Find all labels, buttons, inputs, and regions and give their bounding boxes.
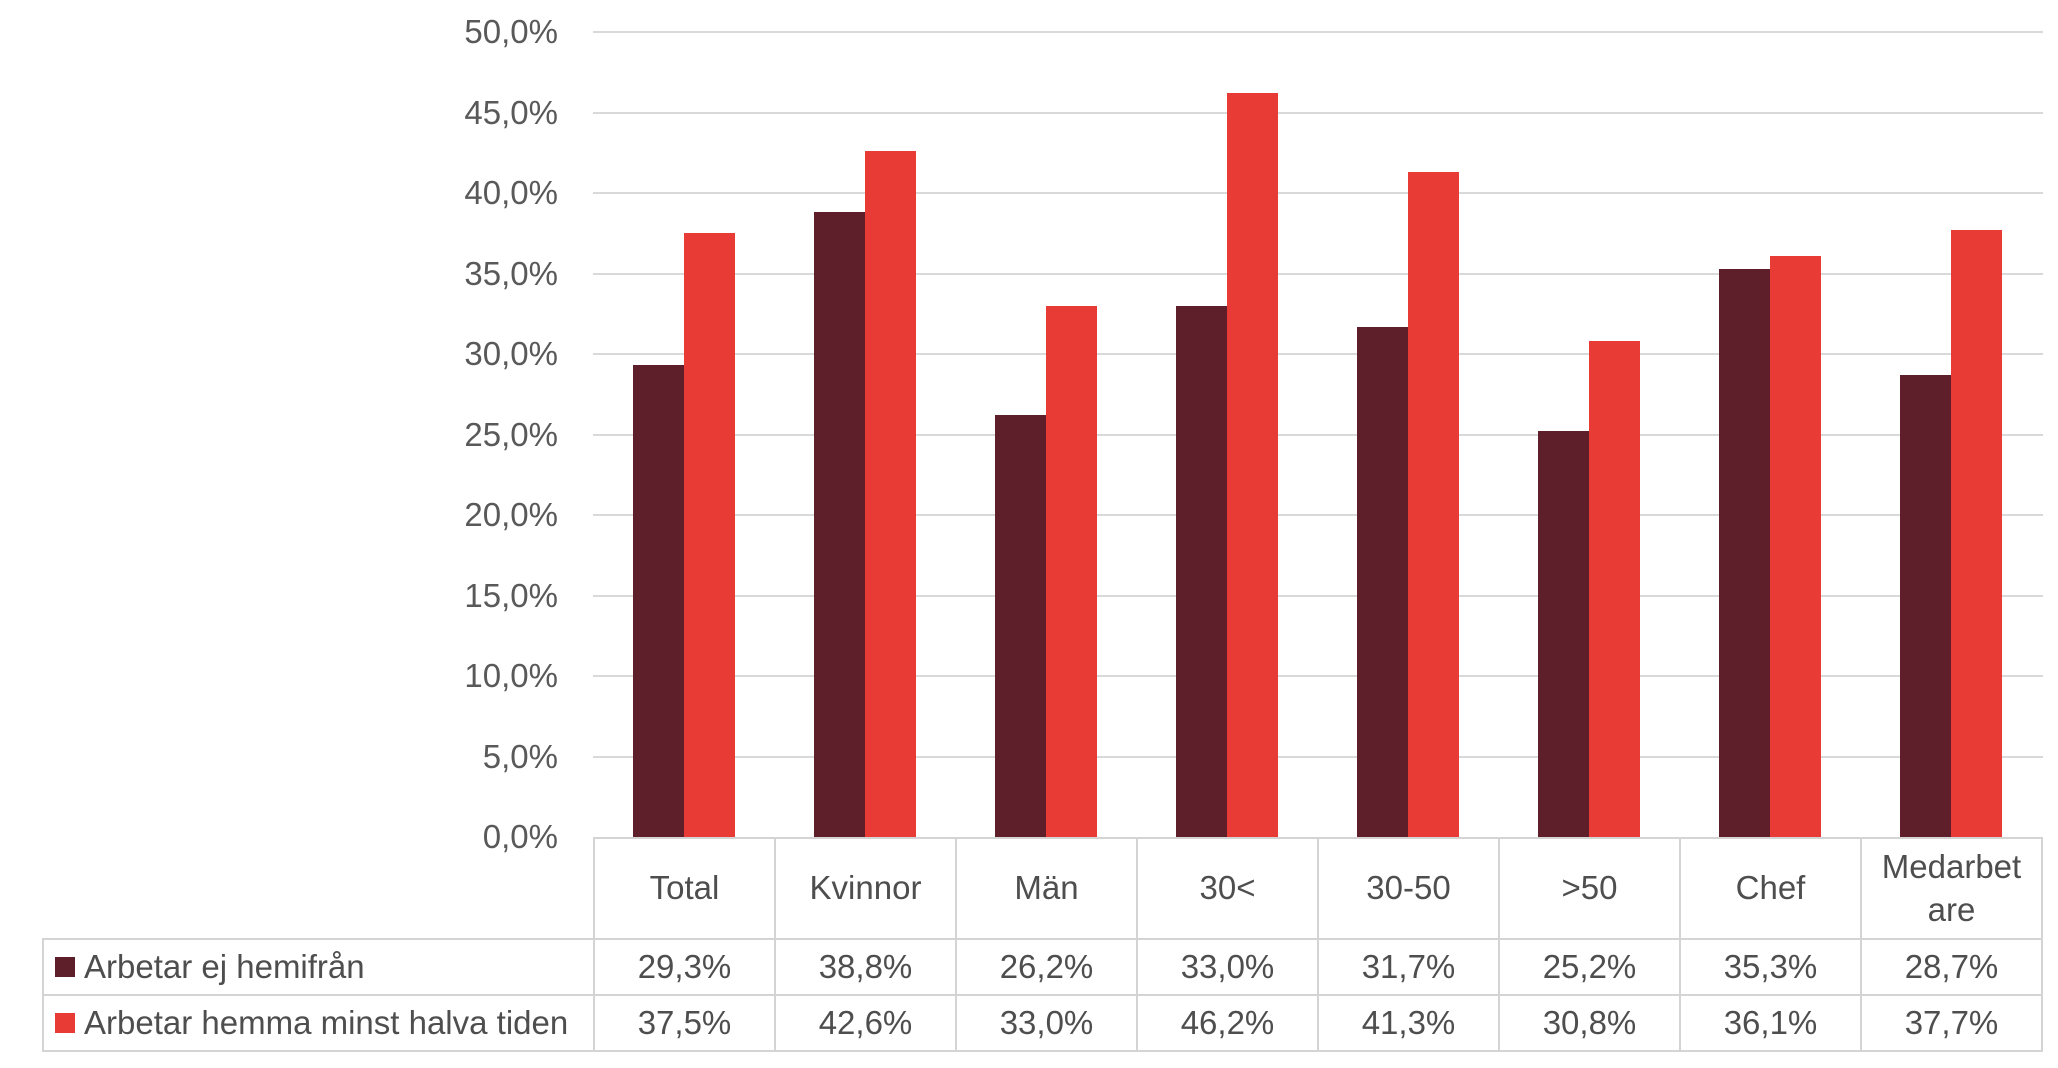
- table-border-line: [1136, 837, 1138, 1052]
- gridline: [593, 675, 2043, 677]
- table-border-line: [774, 837, 776, 1052]
- legend-label: Arbetar hemma minst halva tiden: [84, 1004, 569, 1041]
- table-value-arbetar-hemma-minst-halva-tiden-30-50: 41,3%: [1361, 1004, 1456, 1041]
- gridline: [593, 192, 2043, 194]
- bar-arbetar-hemma-minst-halva-tiden-total: [683, 233, 735, 837]
- y-axis-tick-label: 15,0%: [464, 576, 558, 614]
- y-axis-tick-label: 30,0%: [464, 335, 558, 372]
- legend-swatch-arbetar-hemma-minst-halva-tiden: [55, 1013, 75, 1033]
- bar-arbetar-ej-hemifr-n-30: [1175, 305, 1227, 837]
- table-header-total: Total: [649, 869, 720, 907]
- table-border-line: [955, 837, 957, 1052]
- legend-label: Arbetar ej hemifrån: [84, 948, 365, 985]
- table-header-m-n: Män: [1014, 869, 1079, 907]
- table-value-arbetar-hemma-minst-halva-tiden-chef: 36,1%: [1723, 1004, 1818, 1041]
- table-value-arbetar-ej-hemifr-n-m-n: 26,2%: [999, 948, 1094, 985]
- legend-swatch-arbetar-ej-hemifr-n: [55, 957, 75, 977]
- table-value-arbetar-hemma-minst-halva-tiden-total: 37,5%: [637, 1004, 732, 1041]
- bar-arbetar-ej-hemifr-n-kvinnor: [813, 212, 865, 837]
- gridline: [593, 594, 2043, 597]
- bar-arbetar-ej-hemifr-n-30-50: [1356, 326, 1408, 837]
- y-axis-tick-label: 0,0%: [482, 818, 558, 855]
- bar-arbetar-hemma-minst-halva-tiden-medarbetare: [1950, 230, 2002, 837]
- table-border-line: [2041, 837, 2043, 1052]
- legend-item-arbetar-hemma-minst-halva-tiden: Arbetar hemma minst halva tiden: [44, 996, 593, 1050]
- table-border-line: [1860, 837, 1862, 1052]
- table-header-chef: Chef: [1735, 869, 1806, 907]
- table-value-arbetar-ej-hemifr-n-total: 29,3%: [637, 948, 732, 985]
- bar-arbetar-ej-hemifr-n-total: [632, 365, 684, 837]
- table-header-30-50: 30-50: [1366, 869, 1451, 907]
- table-value-arbetar-ej-hemifr-n-chef: 35,3%: [1723, 948, 1818, 985]
- table-header-30: 30<: [1199, 869, 1256, 907]
- bar-arbetar-ej-hemifr-n-m-n: [994, 415, 1046, 837]
- gridline: [593, 272, 2043, 275]
- gridline: [593, 111, 2043, 114]
- y-axis-tick-label: 5,0%: [482, 737, 558, 775]
- gridline: [593, 31, 2043, 33]
- table-value-arbetar-hemma-minst-halva-tiden-m-n: 33,0%: [999, 1004, 1094, 1041]
- table-value-arbetar-hemma-minst-halva-tiden-kvinnor: 42,6%: [818, 1004, 913, 1041]
- table-value-arbetar-ej-hemifr-n-50: 25,2%: [1542, 948, 1637, 985]
- table-header-kvinnor: Kvinnor: [809, 869, 922, 907]
- legend-item-arbetar-ej-hemifr-n: Arbetar ej hemifrån: [44, 940, 593, 994]
- bar-arbetar-hemma-minst-halva-tiden-30: [1226, 93, 1278, 837]
- table-value-arbetar-hemma-minst-halva-tiden-30: 46,2%: [1180, 1004, 1275, 1041]
- table-border-line: [1679, 837, 1681, 1052]
- table-value-arbetar-hemma-minst-halva-tiden-50: 30,8%: [1542, 1004, 1637, 1041]
- table-header-50: >50: [1561, 869, 1618, 907]
- table-border-line: [42, 938, 2043, 940]
- table-border-line: [42, 994, 2043, 996]
- table-border-line: [1317, 837, 1319, 1052]
- table-header-medarbetare: Medarbetare: [1881, 847, 2022, 928]
- gridline: [593, 433, 2043, 436]
- bar-arbetar-ej-hemifr-n-50: [1537, 431, 1589, 837]
- table-border-line: [42, 1050, 2043, 1052]
- y-axis-tick-label: 35,0%: [464, 254, 558, 292]
- bar-arbetar-hemma-minst-halva-tiden-m-n: [1045, 305, 1097, 837]
- table-value-arbetar-ej-hemifr-n-kvinnor: 38,8%: [818, 948, 913, 985]
- bar-arbetar-ej-hemifr-n-medarbetare: [1899, 374, 1951, 837]
- y-axis-tick-label: 50,0%: [464, 13, 558, 50]
- table-border-line: [42, 938, 44, 1052]
- bar-arbetar-hemma-minst-halva-tiden-30-50: [1407, 172, 1459, 837]
- gridline: [593, 514, 2043, 516]
- y-axis-tick-label: 20,0%: [464, 496, 558, 533]
- gridline: [593, 755, 2043, 758]
- bar-arbetar-ej-hemifr-n-chef: [1718, 268, 1770, 837]
- table-border-line: [593, 837, 595, 1052]
- y-axis-tick-label: 45,0%: [464, 93, 558, 131]
- bar-arbetar-hemma-minst-halva-tiden-chef: [1769, 255, 1821, 837]
- y-axis-tick-label: 25,0%: [464, 415, 558, 453]
- gridline: [593, 353, 2043, 355]
- bar-arbetar-hemma-minst-halva-tiden-kvinnor: [864, 151, 916, 837]
- table-border-line: [1498, 837, 1500, 1052]
- table-value-arbetar-ej-hemifr-n-medarbetare: 28,7%: [1904, 948, 1999, 985]
- table-value-arbetar-ej-hemifr-n-30-50: 31,7%: [1361, 948, 1456, 985]
- y-axis-tick-label: 10,0%: [464, 657, 558, 694]
- y-axis-tick-label: 40,0%: [464, 174, 558, 211]
- table-value-arbetar-hemma-minst-halva-tiden-medarbetare: 37,7%: [1904, 1004, 1999, 1041]
- table-value-arbetar-ej-hemifr-n-30: 33,0%: [1180, 948, 1275, 985]
- bar-arbetar-hemma-minst-halva-tiden-50: [1588, 341, 1640, 837]
